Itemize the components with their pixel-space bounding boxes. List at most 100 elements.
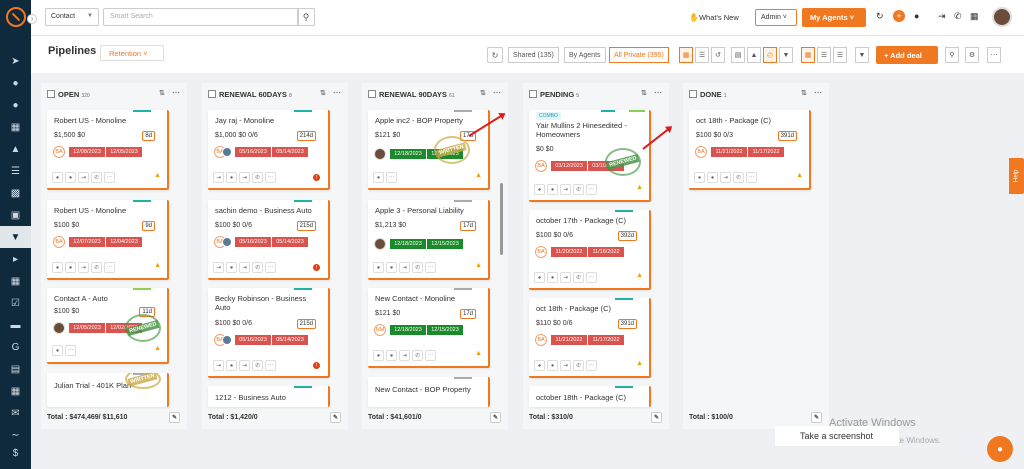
edit-icon[interactable]: ✎ [330, 412, 341, 423]
user-icon[interactable]: ● [914, 11, 920, 21]
search-icon[interactable]: ⚲ [297, 8, 315, 26]
more-icon[interactable]: ⋯ [386, 172, 397, 183]
copy-icon[interactable]: ▩ [10, 187, 21, 199]
mail-icon[interactable]: ✉ [11, 407, 20, 419]
pin-icon[interactable]: ● [65, 172, 76, 183]
more-icon[interactable]: ⋯ [746, 172, 757, 183]
phone-icon[interactable]: ✆ [91, 262, 102, 273]
pin-icon[interactable]: ● [226, 360, 237, 371]
more-icon[interactable]: ⋯ [654, 88, 662, 97]
chat-icon[interactable]: ● [52, 172, 63, 183]
column-checkbox[interactable] [47, 90, 55, 98]
list-view-icon[interactable]: ☰ [695, 47, 709, 63]
filter-all-private[interactable]: All Private (395) [609, 47, 669, 63]
pin-icon[interactable]: ● [226, 262, 237, 273]
forward-icon[interactable]: ⇥ [213, 360, 224, 371]
phone-icon[interactable]: ✆ [954, 11, 962, 21]
more-icon[interactable]: ⋯ [586, 360, 597, 371]
funnel-icon[interactable]: ▼ [0, 226, 31, 248]
phone-icon[interactable]: ✆ [252, 360, 263, 371]
deal-card[interactable]: Julian Trial - 401K Plan WRITTEN [47, 373, 169, 407]
pin-icon[interactable]: ● [65, 262, 76, 273]
deal-card[interactable]: Becky Robinson - Business Auto $100 $0 0… [208, 288, 330, 378]
dollar-icon[interactable]: $ [12, 447, 19, 459]
more-icon[interactable]: ⋯ [104, 262, 115, 273]
deal-card[interactable]: october 18th - Package (C) [529, 386, 651, 407]
sidebar-expand-icon[interactable]: › [27, 14, 37, 24]
edit-icon[interactable]: ✎ [811, 412, 822, 423]
phone-icon[interactable]: ✆ [573, 360, 584, 371]
pin-icon[interactable]: ● [373, 262, 384, 273]
deal-card[interactable]: oct 18th - Package (C) $100 $0 0/3 391d … [689, 110, 811, 190]
filter-icon[interactable]: ▼ [855, 47, 869, 63]
edit-icon[interactable]: ✎ [490, 412, 501, 423]
pin-icon[interactable]: ● [707, 172, 718, 183]
pipeline-select[interactable]: Retention ˅ [100, 45, 164, 61]
help-tab[interactable]: Help [1009, 158, 1024, 194]
more-icon[interactable]: ⋯ [265, 262, 276, 273]
forward-icon[interactable]: ⇥ [239, 262, 250, 273]
deal-card[interactable]: oct 18th - Package (C) $110 $0 0/6 391d … [529, 298, 651, 378]
column-checkbox[interactable] [529, 90, 537, 98]
megaphone-icon[interactable]: ▸ [12, 253, 19, 265]
deal-card[interactable]: Robert US - Monoline $1,500 $0 8d BA 12/… [47, 110, 169, 190]
pin-icon[interactable]: ● [226, 172, 237, 183]
forward-icon[interactable]: ⇥ [213, 262, 224, 273]
folder-icon[interactable]: ▬ [10, 319, 21, 331]
phone-icon[interactable]: ✆ [412, 350, 423, 361]
forward-icon[interactable]: ⇥ [560, 184, 571, 195]
phone-icon[interactable]: ✆ [252, 172, 263, 183]
phone-icon[interactable]: ✆ [573, 184, 584, 195]
checklist-icon[interactable]: ☑ [11, 297, 20, 309]
more-icon[interactable]: ⋯ [425, 350, 436, 361]
phone-icon[interactable]: ✆ [733, 172, 744, 183]
thumbs-down-icon[interactable]: ▼ [779, 47, 793, 63]
chat-icon[interactable]: ● [52, 262, 63, 273]
sort-icon[interactable]: ⇅ [159, 90, 165, 97]
column-scrollbar[interactable] [500, 183, 503, 255]
gear-icon[interactable]: ⚙ [965, 47, 979, 63]
pin-icon[interactable]: ● [373, 172, 384, 183]
forward-icon[interactable]: ⇥ [720, 172, 731, 183]
filter-shared[interactable]: Shared (135) [508, 47, 559, 63]
phone-icon[interactable]: ✆ [573, 272, 584, 283]
phone-icon[interactable]: ✆ [91, 172, 102, 183]
sort-icon[interactable]: ⇅ [320, 90, 326, 97]
column-checkbox[interactable] [368, 90, 376, 98]
more-icon[interactable]: ⋯ [172, 88, 180, 97]
more-icon[interactable]: ⋯ [333, 88, 341, 97]
smart-search-input[interactable]: Smart Search [103, 8, 299, 26]
deal-card[interactable]: october 17th - Package (C) $100 $0 0/6 3… [529, 210, 651, 290]
contact-card-icon[interactable]: ▣ [10, 209, 21, 221]
more-icon[interactable]: ⋯ [586, 272, 597, 283]
deal-card[interactable]: Robert US - Monoline $100 $0 9d BA 12/07… [47, 200, 169, 280]
entity-select[interactable]: Contact ▼ [45, 8, 99, 26]
refresh-icon[interactable]: ↻ [876, 11, 884, 21]
google-icon[interactable]: G [11, 341, 20, 353]
bank-icon[interactable]: ▲ [10, 143, 21, 155]
thumbs-up-icon[interactable]: ▲ [747, 47, 761, 63]
wallet-icon[interactable]: ▦ [10, 121, 21, 133]
document2-icon[interactable]: ▤ [10, 363, 21, 375]
sort-icon[interactable]: ⇅ [480, 90, 486, 97]
deal-card[interactable]: Apple inc2 - BOP Property $121 $0 17d 12… [368, 110, 490, 190]
clock-icon[interactable]: ◴ [763, 47, 777, 63]
more-icon[interactable]: ⋯ [987, 47, 1001, 63]
sort-icon[interactable]: ⇅ [801, 90, 807, 97]
sort-icon[interactable]: ⇅ [641, 90, 647, 97]
list-icon[interactable]: ☰ [11, 165, 20, 177]
forward-icon[interactable]: ⇥ [78, 172, 89, 183]
refresh-icon[interactable]: ↻ [487, 47, 503, 63]
forward-icon[interactable]: ⇥ [239, 360, 250, 371]
forward-icon[interactable]: ⇥ [399, 262, 410, 273]
chat-icon[interactable]: ● [987, 436, 1013, 462]
forward-icon[interactable]: ⇥ [239, 172, 250, 183]
forward-icon[interactable]: ⇥ [399, 350, 410, 361]
pin-icon[interactable]: ● [547, 272, 558, 283]
deal-card[interactable]: Contact A - Auto $100 $0 11d 12/05/2023 … [47, 288, 169, 364]
phone-icon[interactable]: ✆ [252, 262, 263, 273]
deal-card[interactable]: Apple 3 - Personal Liability $1,213 $0 1… [368, 200, 490, 280]
pin-icon[interactable]: ● [52, 345, 63, 356]
compact-view-icon[interactable]: ☰ [833, 47, 847, 63]
calendar-icon[interactable]: ▦ [10, 385, 21, 397]
